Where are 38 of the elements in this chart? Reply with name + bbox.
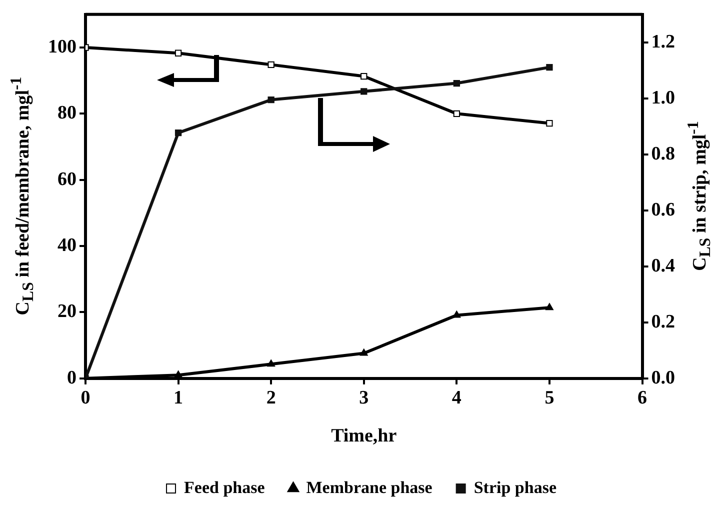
y2-tick-label: 0.2 bbox=[651, 311, 675, 332]
y2-tick-label: 1.2 bbox=[651, 31, 675, 52]
y-tick-label: 60 bbox=[58, 168, 76, 190]
point bbox=[546, 64, 553, 71]
point bbox=[174, 50, 182, 56]
y-tick-label: 80 bbox=[58, 102, 76, 124]
y2-tick-label: 0.0 bbox=[651, 367, 675, 388]
point bbox=[360, 348, 368, 356]
point bbox=[268, 96, 274, 104]
point bbox=[174, 130, 182, 136]
x-tick-label: 1 bbox=[174, 388, 184, 409]
x-tick-label: 2 bbox=[266, 388, 276, 409]
y2-tick-label: 0.8 bbox=[651, 143, 675, 164]
x-tick-label: 4 bbox=[452, 388, 462, 409]
legend-label: Strip phase bbox=[474, 478, 557, 497]
y-tick-label: 100 bbox=[48, 36, 76, 58]
point bbox=[545, 303, 554, 310]
y2-tick-label: 0.4 bbox=[651, 255, 676, 276]
y2-tick-label: 1.0 bbox=[651, 87, 675, 108]
point bbox=[267, 360, 276, 367]
point bbox=[174, 370, 182, 378]
point bbox=[268, 61, 274, 68]
legend-label: Membrane phase bbox=[306, 478, 433, 497]
point bbox=[546, 120, 553, 127]
point bbox=[453, 80, 460, 87]
x-tick-label: 3 bbox=[359, 388, 369, 409]
y-tick-label: 40 bbox=[58, 234, 76, 256]
x-tick-label: 5 bbox=[544, 388, 554, 409]
x-tick-label: 0 bbox=[80, 388, 90, 409]
legend-label: Feed phase bbox=[184, 478, 266, 497]
point bbox=[453, 110, 460, 117]
y-tick-label: 0 bbox=[67, 367, 76, 388]
point bbox=[360, 88, 368, 95]
y-tick-label: 20 bbox=[58, 301, 76, 322]
x-axis-title: Time,hr bbox=[331, 426, 398, 447]
x-tick-label: 6 bbox=[638, 388, 647, 409]
point bbox=[360, 72, 368, 80]
y2-tick-label: 0.6 bbox=[651, 199, 675, 220]
